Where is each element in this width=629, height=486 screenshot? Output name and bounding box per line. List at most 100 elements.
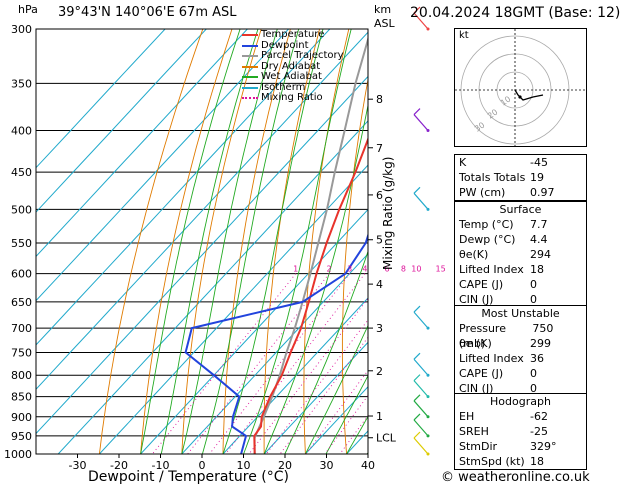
wet-adiabat-line xyxy=(284,249,368,454)
unstable-row: θe (K) 299 xyxy=(455,336,586,351)
surface-value: 294 xyxy=(530,248,551,261)
unstable-label: θe (K) xyxy=(459,337,492,350)
wind-barb-shaft xyxy=(413,400,429,418)
hodo-label: StmSpd (kt) xyxy=(459,455,525,468)
legend-swatch xyxy=(242,55,258,58)
credit-text: © weatheronline.co.uk xyxy=(441,470,590,485)
mixing-ratio-label: 6 xyxy=(385,265,390,274)
wind-barb-flag xyxy=(413,431,421,439)
surface-value: 7.7 xyxy=(530,218,548,231)
mixing-ratio-label: 4 xyxy=(362,265,367,274)
mixing-ratio-label: 1 xyxy=(293,265,298,274)
isotherm-line xyxy=(181,253,368,454)
unstable-label: Lifted Index xyxy=(459,352,524,365)
km-tick-label: 8 xyxy=(376,93,383,106)
km-label: km xyxy=(374,3,392,16)
surface-row: CIN (J) 0 xyxy=(455,292,586,307)
x-tick-label: 10 xyxy=(237,459,251,472)
dry-adiabat-line xyxy=(181,29,262,454)
mixing-ratio-line xyxy=(209,273,351,454)
index-label: Totals Totals xyxy=(459,171,526,184)
legend-item: Dry Adiabat xyxy=(242,60,344,73)
surface-label: Dewp (°C) xyxy=(459,233,516,246)
hodograph-title: Hodograph xyxy=(490,395,551,408)
hodograph-panel: kt 10 20 30 xyxy=(454,28,587,147)
surface-label: Lifted Index xyxy=(459,263,524,276)
hodograph-storm-motion xyxy=(518,95,522,99)
wind-barb-dot xyxy=(426,27,430,31)
km-tick-label: LCL xyxy=(376,432,397,445)
dry-adiabat-line xyxy=(341,77,368,454)
surface-value: 18 xyxy=(530,263,544,276)
chart-series xyxy=(184,35,368,454)
wind-barb-dot xyxy=(426,452,430,456)
index-value: 0.97 xyxy=(530,186,555,199)
hodo-label: EH xyxy=(459,410,475,423)
surface-label: θe(K) xyxy=(459,248,489,261)
hodo-value: 18 xyxy=(530,455,544,468)
mixing-ratio-label: 3 xyxy=(347,265,352,274)
wind-barb-flag xyxy=(413,108,421,115)
km-tick-label: 1 xyxy=(376,410,383,423)
dry-adiabat-line xyxy=(98,29,204,454)
legend-item: Mixing Ratio xyxy=(242,92,344,104)
temperature-line xyxy=(253,136,368,454)
legend-label: Parcel Trajectory xyxy=(261,50,344,61)
surface-table: Surface Temp (°C) 7.7 Dewp (°C) 4.4 θe(K) 294… xyxy=(454,201,587,308)
wet-adiabat-line xyxy=(160,29,259,454)
wind-barb-shaft xyxy=(413,311,429,329)
pressure-tick-label: 550 xyxy=(11,237,32,250)
wind-barb-shaft xyxy=(413,12,429,30)
legend-label: Mixing Ratio xyxy=(261,92,323,103)
hodo-row: SREH -25 xyxy=(455,424,586,439)
legend-item: Parcel Trajectory xyxy=(242,50,344,62)
hpa-label: hPa xyxy=(18,3,38,16)
surface-value: 0 xyxy=(530,278,537,291)
wind-barb-flag xyxy=(413,413,421,421)
pressure-tick-label: 850 xyxy=(11,391,32,404)
legend-label: Dry Adiabat xyxy=(261,60,321,72)
mixing-ratio-line xyxy=(248,297,368,454)
surface-row: Temp (°C) 7.7 xyxy=(455,217,586,232)
chart-legend: Temperature Dewpoint Parcel Trajectory Dry … xyxy=(242,29,344,104)
unstable-row: Pressure (mb) 750 xyxy=(455,321,586,350)
wet-adiabat-line xyxy=(325,374,368,454)
km-tick-label: 7 xyxy=(376,142,383,155)
isotherm-line xyxy=(36,29,289,302)
dewpoint-line xyxy=(184,232,368,454)
index-label: K xyxy=(459,156,467,169)
x-tick-label: -30 xyxy=(69,459,87,472)
wet-adiabat-line xyxy=(140,29,241,454)
pressure-tick-label: 650 xyxy=(11,296,32,309)
isotherm-line xyxy=(36,29,331,346)
mixing-ratio-line xyxy=(225,273,366,454)
surface-row: Lifted Index 18 xyxy=(455,262,586,277)
hodograph-ring-label: 20 xyxy=(486,107,500,120)
hodo-row: StmSpd (kt) 18 xyxy=(455,454,586,469)
pressure-tick-label: 500 xyxy=(11,203,32,216)
mixing-ratio-line xyxy=(279,336,368,454)
index-value: 19 xyxy=(530,171,544,184)
legend-label: Isotherm xyxy=(261,81,306,93)
wind-barb-dot xyxy=(426,207,430,211)
hodo-value: -62 xyxy=(530,410,548,423)
asl-label: ASL xyxy=(374,17,395,30)
wind-barb-shaft xyxy=(413,419,429,437)
legend-swatch xyxy=(242,76,258,79)
legend-label: Dewpoint xyxy=(261,39,309,51)
wind-barb-flag xyxy=(413,394,421,402)
surface-row: CAPE (J) 0 xyxy=(455,277,586,292)
surface-row: θe(K) 294 xyxy=(455,247,586,262)
wind-barb-flag xyxy=(413,186,421,194)
legend-swatch xyxy=(242,86,258,89)
chart-grid xyxy=(36,29,368,454)
index-row: K -45 xyxy=(455,155,586,170)
x-tick-label: 20 xyxy=(278,459,292,472)
hodo-row: EH -62 xyxy=(455,409,586,424)
legend-item: Temperature xyxy=(242,29,344,41)
legend-swatch xyxy=(242,65,258,68)
surface-label: Temp (°C) xyxy=(459,218,514,231)
unstable-value: 750 xyxy=(532,322,554,335)
